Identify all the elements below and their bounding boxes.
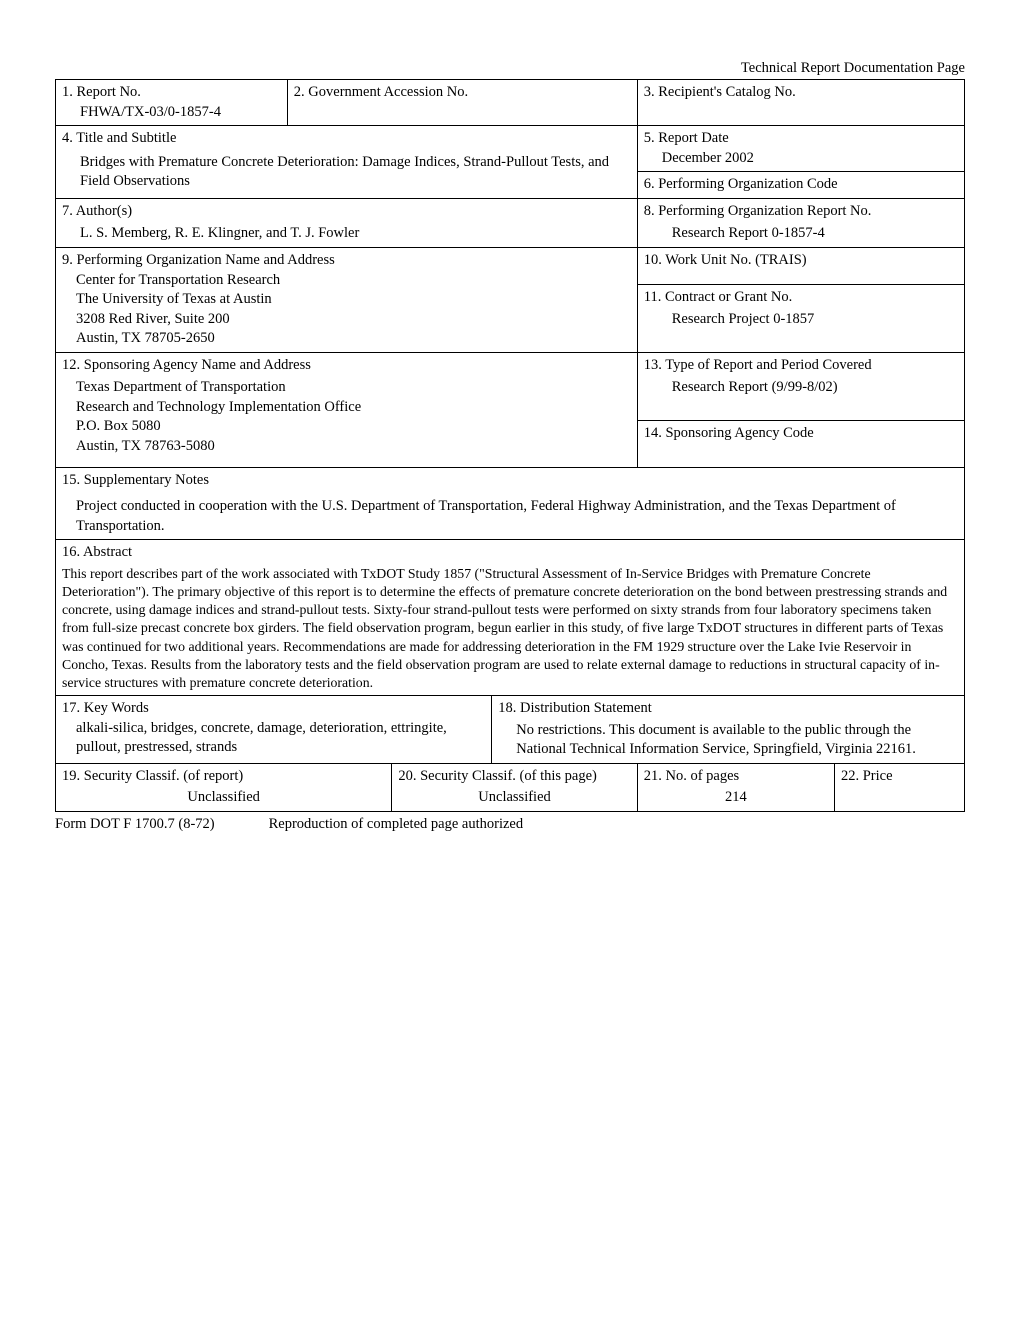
label-1: 1. Report No. bbox=[62, 84, 141, 100]
value-12-l1: Texas Department of Transportation bbox=[62, 378, 631, 398]
label-7: 7. Author(s) bbox=[62, 203, 132, 219]
label-17: 17. Key Words bbox=[62, 700, 149, 716]
footer-form-no: Form DOT F 1700.7 (8-72) bbox=[55, 816, 265, 833]
label-6: 6. Performing Organization Code bbox=[644, 176, 838, 192]
value-12-l2: Research and Technology Implementation O… bbox=[62, 398, 631, 418]
label-22: 22. Price bbox=[841, 768, 893, 784]
label-5: 5. Report Date bbox=[644, 130, 729, 146]
label-8: 8. Performing Organization Report No. bbox=[644, 203, 872, 219]
cell-key-words: 17. Key Words alkali-silica, bridges, co… bbox=[56, 696, 492, 764]
cell-report-type: 13. Type of Report and Period Covered Re… bbox=[637, 352, 964, 420]
cell-perf-org-addr: 9. Performing Organization Name and Addr… bbox=[56, 247, 638, 352]
label-2: 2. Government Accession No. bbox=[294, 84, 468, 100]
value-9-l1: Center for Transportation Research bbox=[62, 271, 631, 291]
cell-sponsor-agency: 12. Sponsoring Agency Name and Address T… bbox=[56, 352, 638, 468]
value-18: No restrictions. This document is availa… bbox=[498, 721, 958, 760]
value-15: Project conducted in cooperation with th… bbox=[62, 497, 958, 536]
cell-sec-classif-page: 20. Security Classif. (of this page) Unc… bbox=[392, 763, 637, 811]
value-5: December 2002 bbox=[644, 149, 958, 169]
footer-note: Reproduction of completed page authorize… bbox=[269, 816, 523, 832]
cell-contract-grant: 11. Contract or Grant No. Research Proje… bbox=[637, 285, 964, 353]
label-4: 4. Title and Subtitle bbox=[62, 130, 176, 146]
cell-distribution: 18. Distribution Statement No restrictio… bbox=[492, 696, 965, 764]
value-12-l3: P.O. Box 5080 bbox=[62, 417, 631, 437]
label-11: 11. Contract or Grant No. bbox=[644, 289, 792, 305]
cell-sponsor-code: 14. Sponsoring Agency Code bbox=[637, 420, 964, 468]
value-8: Research Report 0-1857-4 bbox=[644, 224, 958, 244]
documentation-form: 1. Report No. FHWA/TX-03/0-1857-4 2. Gov… bbox=[55, 79, 965, 812]
label-14: 14. Sponsoring Agency Code bbox=[644, 425, 814, 441]
label-20: 20. Security Classif. (of this page) bbox=[398, 768, 597, 784]
cell-report-date: 5. Report Date December 2002 bbox=[637, 126, 964, 172]
cell-work-unit: 10. Work Unit No. (TRAIS) bbox=[637, 247, 964, 284]
cell-gov-accession: 2. Government Accession No. bbox=[287, 80, 637, 126]
cell-no-pages: 21. No. of pages 214 bbox=[637, 763, 834, 811]
value-16: This report describes part of the work a… bbox=[62, 563, 958, 692]
label-3: 3. Recipient's Catalog No. bbox=[644, 84, 796, 100]
value-4: Bridges with Premature Concrete Deterior… bbox=[62, 153, 631, 192]
value-12-l4: Austin, TX 78763-5080 bbox=[62, 437, 631, 457]
label-18: 18. Distribution Statement bbox=[498, 700, 651, 716]
value-17: alkali-silica, bridges, concrete, damage… bbox=[62, 719, 485, 758]
cell-sec-classif-report: 19. Security Classif. (of report) Unclas… bbox=[56, 763, 392, 811]
label-19: 19. Security Classif. (of report) bbox=[62, 768, 243, 784]
value-9-l3: 3208 Red River, Suite 200 bbox=[62, 310, 631, 330]
cell-perf-org-code: 6. Performing Organization Code bbox=[637, 172, 964, 199]
value-21: 214 bbox=[644, 788, 828, 808]
value-1: FHWA/TX-03/0-1857-4 bbox=[62, 103, 281, 123]
label-9: 9. Performing Organization Name and Addr… bbox=[62, 252, 335, 268]
page-header: Technical Report Documentation Page bbox=[55, 60, 965, 77]
cell-authors: 7. Author(s) L. S. Memberg, R. E. Klingn… bbox=[56, 198, 638, 247]
cell-perf-org-report-no: 8. Performing Organization Report No. Re… bbox=[637, 198, 964, 247]
label-16: 16. Abstract bbox=[62, 544, 132, 560]
value-20: Unclassified bbox=[398, 788, 630, 808]
cell-price: 22. Price bbox=[834, 763, 964, 811]
value-13: Research Report (9/99-8/02) bbox=[644, 378, 958, 398]
label-12: 12. Sponsoring Agency Name and Address bbox=[62, 357, 311, 373]
label-10: 10. Work Unit No. (TRAIS) bbox=[644, 252, 807, 268]
cell-recipient-catalog: 3. Recipient's Catalog No. bbox=[637, 80, 964, 126]
value-19: Unclassified bbox=[62, 788, 385, 808]
form-footer: Form DOT F 1700.7 (8-72) Reproduction of… bbox=[55, 816, 965, 833]
value-9-l2: The University of Texas at Austin bbox=[62, 290, 631, 310]
cell-supplementary: 15. Supplementary Notes Project conducte… bbox=[56, 468, 965, 540]
value-11: Research Project 0-1857 bbox=[644, 310, 958, 330]
label-21: 21. No. of pages bbox=[644, 768, 739, 784]
cell-title-subtitle: 4. Title and Subtitle Bridges with Prema… bbox=[56, 126, 638, 199]
label-13: 13. Type of Report and Period Covered bbox=[644, 357, 872, 373]
label-15: 15. Supplementary Notes bbox=[62, 472, 209, 488]
cell-abstract: 16. Abstract This report describes part … bbox=[56, 540, 965, 696]
value-7: L. S. Memberg, R. E. Klingner, and T. J.… bbox=[62, 224, 631, 244]
value-9-l4: Austin, TX 78705-2650 bbox=[62, 329, 631, 349]
cell-report-no: 1. Report No. FHWA/TX-03/0-1857-4 bbox=[56, 80, 288, 126]
